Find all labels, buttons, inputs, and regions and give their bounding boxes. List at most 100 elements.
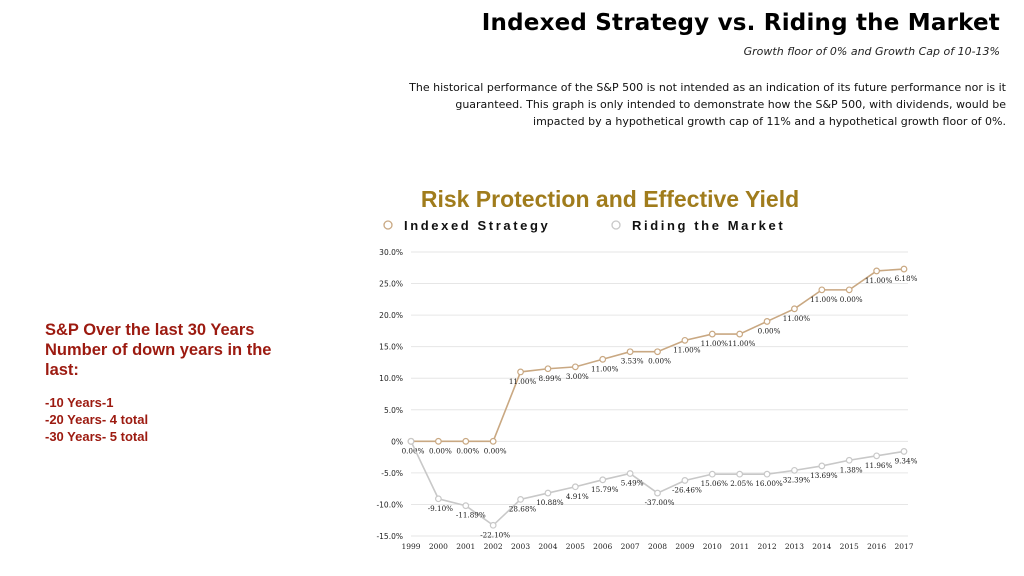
down-years-panel: S&P Over the last 30 Years Number of dow… — [45, 320, 345, 445]
data-point — [517, 368, 524, 376]
y-tick-label: 0% — [391, 437, 403, 446]
data-point — [708, 470, 716, 478]
data-label: 13.69% — [810, 471, 838, 480]
data-label: 0.00% — [484, 446, 507, 455]
data-label: 1.38% — [840, 465, 863, 474]
x-tick-label: 2017 — [894, 542, 913, 551]
x-tick-label: 2010 — [703, 542, 722, 551]
data-label: 16.00% — [755, 479, 783, 488]
down-years-item: -10 Years-1 — [45, 395, 114, 410]
legend-marker — [383, 220, 393, 230]
data-point — [736, 470, 744, 478]
data-label: 11.00% — [701, 339, 729, 348]
data-label: 9.34% — [895, 456, 918, 465]
data-label: 3.00% — [566, 372, 589, 381]
data-label: 0.00% — [402, 446, 425, 455]
data-point — [873, 267, 881, 275]
page-subtitle: Growth floor of 0% and Growth Cap of 10-… — [743, 45, 1000, 58]
legend-label: Riding the Market — [632, 218, 785, 233]
data-label: 15.79% — [591, 485, 619, 494]
data-point — [626, 348, 634, 356]
data-label: 11.00% — [728, 339, 756, 348]
x-tick-label: 2006 — [593, 542, 612, 551]
chart-title: Risk Protection and Effective Yield — [420, 186, 800, 212]
data-point — [818, 286, 826, 294]
down-years-item: -20 Years- 4 total — [45, 412, 149, 427]
x-tick-label: 2015 — [840, 542, 859, 551]
x-tick-label: 2000 — [429, 542, 448, 551]
data-label: 5.49% — [621, 479, 644, 488]
x-tick-label: 2004 — [538, 542, 557, 551]
data-label: 11.00% — [509, 377, 537, 386]
disclaimer-text: The historical performance of the S&P 50… — [352, 79, 1006, 130]
y-tick-label: -15.0% — [376, 532, 403, 541]
data-point — [900, 448, 908, 455]
data-label: 11.00% — [810, 295, 838, 304]
down-years-item: -30 Years- 5 total — [45, 429, 149, 444]
data-point — [544, 489, 552, 497]
x-tick-label: 2001 — [456, 542, 475, 551]
page-title: Indexed Strategy vs. Riding the Market — [481, 10, 1000, 36]
data-point — [571, 363, 579, 371]
data-point — [489, 521, 497, 529]
legend-label: Indexed Strategy — [404, 218, 550, 233]
data-label: -26.46% — [672, 485, 702, 494]
data-point — [845, 286, 853, 294]
data-label: -11.89% — [456, 511, 486, 520]
data-point — [736, 330, 744, 338]
x-tick-label: 2012 — [758, 542, 777, 551]
data-point — [681, 336, 689, 344]
data-label: 28.68% — [509, 504, 537, 513]
heading-line: Number of down years in the — [45, 341, 272, 359]
data-point — [900, 265, 908, 273]
data-label: 3.53% — [621, 357, 644, 366]
x-tick-label: 1999 — [401, 542, 420, 551]
data-label: 0.00% — [840, 295, 863, 304]
data-point — [462, 437, 470, 445]
x-tick-label: 2014 — [812, 542, 831, 551]
data-point — [654, 348, 661, 356]
x-tick-label: 2002 — [484, 542, 503, 551]
data-point — [873, 452, 881, 460]
data-point — [818, 462, 826, 470]
y-tick-label: 30.0% — [379, 248, 403, 257]
x-tick-label: 2007 — [621, 542, 640, 551]
x-tick-label: 2009 — [675, 542, 694, 551]
data-label: 4.91% — [566, 492, 589, 501]
data-point — [681, 477, 689, 484]
y-tick-label: 20.0% — [379, 311, 403, 320]
x-tick-label: 2013 — [785, 542, 804, 551]
data-point — [434, 437, 442, 445]
data-point — [763, 318, 771, 325]
data-label: 8.99% — [539, 374, 562, 383]
data-label: 0.00% — [648, 357, 671, 366]
data-point — [517, 495, 524, 503]
data-label: 32.39% — [783, 475, 811, 484]
heading-line: S&P Over the last 30 Years — [45, 321, 255, 339]
y-tick-label: -5.0% — [381, 469, 403, 478]
disclaimer-line: guaranteed. This graph is only intended … — [455, 98, 1006, 111]
x-tick-label: 2008 — [648, 542, 667, 551]
legend-marker — [611, 220, 621, 230]
data-label: 11.00% — [591, 364, 619, 373]
data-label: 0.00% — [429, 446, 452, 455]
data-label: -22.10% — [480, 530, 510, 539]
data-label: 11.00% — [673, 345, 701, 354]
disclaimer-line: The historical performance of the S&P 50… — [409, 81, 1006, 94]
data-point — [489, 437, 497, 445]
x-tick-label: 2003 — [511, 542, 530, 551]
data-label: 0.00% — [456, 446, 479, 455]
data-point — [571, 483, 579, 491]
data-point — [626, 470, 634, 477]
data-point — [763, 470, 771, 478]
data-point — [791, 466, 798, 474]
data-point — [462, 502, 470, 510]
y-tick-label: 10.0% — [379, 374, 403, 383]
down-years-list: -10 Years-1 -20 Years- 4 total -30 Years… — [45, 394, 345, 445]
data-point — [434, 495, 442, 503]
data-point — [544, 365, 552, 373]
data-label: -9.10% — [428, 504, 453, 513]
data-label: 11.96% — [865, 461, 893, 470]
data-label: 0.00% — [758, 326, 781, 335]
down-years-heading: S&P Over the last 30 Years Number of dow… — [45, 320, 345, 380]
